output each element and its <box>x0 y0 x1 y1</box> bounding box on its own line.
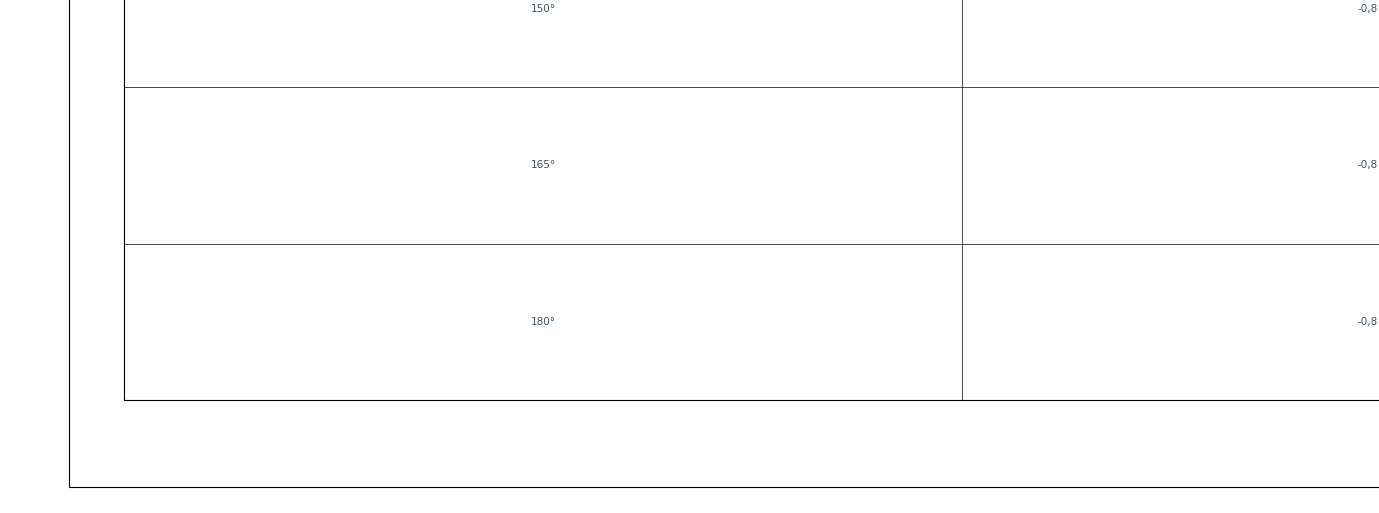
Pressure distribution for Reynolds number 10^7 <box>852 281 869 287</box>
Text: 165°: 165° <box>531 161 556 170</box>
Pressure distribution for Reynolds number 10^7 <box>581 255 597 262</box>
Text: -0,6: -0,6 <box>594 245 614 255</box>
Pressure distribution for Reynolds number 10^7 <box>736 281 753 287</box>
Text: 150°: 150° <box>531 4 556 14</box>
Text: -0,8: -0,8 <box>750 270 769 281</box>
Pressure distribution for Reynolds number 10^7 <box>814 281 830 287</box>
Text: -1,3: -1,3 <box>710 334 731 344</box>
Pressure distribution for Reynolds number 10^7 <box>696 345 713 351</box>
Text: $\mathrm{Re} = \dfrac{15\,\mathrm{m} \cdot \sqrt{\dfrac{2 \cdot 0{,}7\,\dfrac{\m: $\mathrm{Re} = \dfrac{15\,\mathrm{m} \cd… <box>998 259 1197 353</box>
Text: -0,8: -0,8 <box>945 270 964 281</box>
Text: 180°: 180° <box>531 317 556 327</box>
Text: -0,8: -0,8 <box>1357 4 1378 14</box>
Text: 0,1: 0,1 <box>556 156 572 166</box>
Text: α: α <box>954 175 963 189</box>
Pressure distribution for Reynolds number 10^7 <box>619 332 636 338</box>
Pressure distribution for Reynolds number 10^7 <box>463 52 480 58</box>
Pressure distribution for Reynolds number 10^7 <box>775 281 792 287</box>
Pressure distribution for Reynolds number 10^7 <box>931 281 947 287</box>
Text: 0,7: 0,7 <box>516 81 532 91</box>
Text: $\mathrm{Re} = \dfrac{\mathbf{b} \cdot \sqrt{\dfrac{2 \cdot \mathbf{q_p}}{\bolds: $\mathrm{Re} = \dfrac{\mathbf{b} \cdot \… <box>998 153 1124 210</box>
Text: cₚ,₀: cₚ,₀ <box>463 11 488 24</box>
Text: $\mathrm{Re} = \dfrac{\mathbf{b} \cdot \mathbf{v}(z_e)}{\boldsymbol{\nu}}$: $\mathrm{Re} = \dfrac{\mathbf{b} \cdot \… <box>998 68 1098 101</box>
Text: -1,5: -1,5 <box>670 379 691 389</box>
Text: Determining the Reynolds number:: Determining the Reynolds number: <box>998 28 1194 37</box>
Pressure distribution for Reynolds number 10^7 <box>502 90 519 96</box>
Pressure distribution for Reynolds number 10^7 <box>891 281 907 287</box>
Text: $\mathrm{Re} = 3{,}35 \cdot 10^7$: $\mathrm{Re} = 3{,}35 \cdot 10^7$ <box>998 450 1110 471</box>
Line: Pressure distribution for Reynolds number 10^7: Pressure distribution for Reynolds numbe… <box>469 52 942 376</box>
Text: -1,2: -1,2 <box>633 322 654 331</box>
Pressure distribution for Reynolds number 10^7 <box>658 370 674 377</box>
Pressure distribution for Reynolds number 10^7 <box>542 166 558 172</box>
Text: -0,8: -0,8 <box>1357 161 1378 170</box>
Text: 1,0: 1,0 <box>477 43 494 53</box>
Text: -0,8: -0,8 <box>1357 317 1378 327</box>
